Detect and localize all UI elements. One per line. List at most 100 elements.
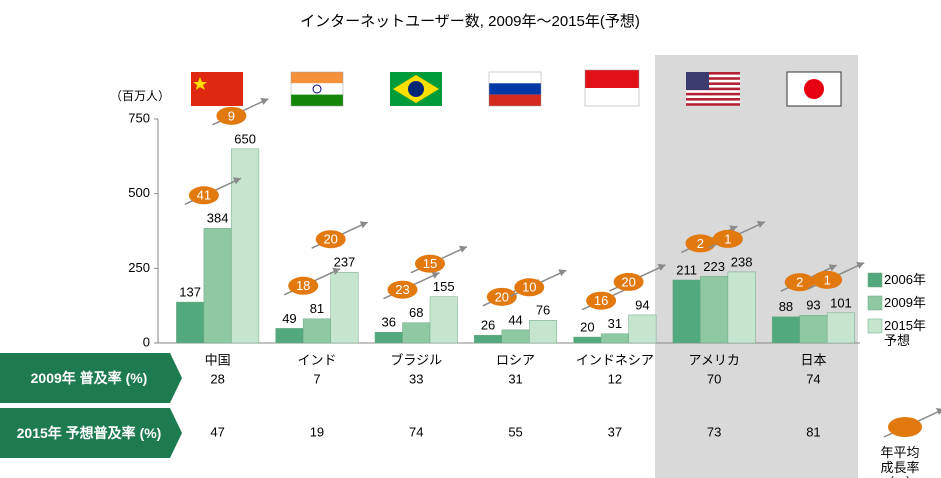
data-label: 137 (179, 285, 201, 300)
x-tick-label: 中国 (205, 352, 231, 367)
bar (672, 279, 701, 344)
legend-swatch (867, 295, 883, 311)
table-value: 33 (409, 371, 423, 386)
growth-label: 41 (197, 188, 211, 203)
growth-label: 23 (395, 282, 409, 297)
growth-badge (586, 291, 617, 310)
bar (474, 334, 503, 344)
table-value: 73 (707, 424, 721, 439)
table-value: 81 (806, 424, 820, 439)
table-value: 31 (508, 371, 522, 386)
data-label: 36 (382, 315, 396, 330)
badge-arrowhead (332, 267, 341, 275)
growth-badge (812, 270, 843, 289)
table-value: 55 (508, 424, 522, 439)
data-label: 238 (731, 254, 753, 269)
badge-arrowhead (359, 221, 368, 229)
badge-arrowhead (232, 177, 241, 185)
bar (771, 316, 800, 344)
flag-brazil (390, 72, 442, 106)
table-value: 70 (707, 371, 721, 386)
row-label: 2009年 普及率 (%) (30, 369, 148, 386)
x-tick-label: アメリカ (688, 352, 739, 367)
data-label: 20 (580, 319, 594, 334)
badge-arrowhead (431, 271, 440, 279)
bar (429, 296, 458, 344)
growth-label: 20 (621, 274, 635, 289)
row-label-box (0, 408, 182, 458)
row-label: 2015年 予想普及率 (%) (16, 424, 162, 441)
flag-china (191, 72, 243, 106)
legend-label: 2015年予想 (884, 318, 926, 348)
chart-title: インターネットユーザー数, 2009年～2015年(予想) (300, 13, 640, 30)
growth-label: 1 (824, 272, 831, 287)
x-tick-label: ブラジル (390, 352, 442, 367)
x-tick-label: ロシア (496, 352, 535, 367)
bar (727, 271, 756, 344)
badge-arrowhead (856, 261, 865, 269)
badge-arrowhead (828, 264, 837, 272)
growth-badge (486, 287, 517, 306)
data-label: 68 (409, 305, 423, 320)
bar (799, 314, 828, 344)
growth-badge (514, 278, 545, 297)
table-value: 74 (806, 371, 820, 386)
growth-label: 20 (323, 232, 337, 247)
growth-badge (387, 280, 418, 299)
growth-badge (888, 417, 922, 437)
growth-label: 10 (522, 280, 536, 295)
y-tick-label: 500 (128, 185, 150, 200)
growth-badge (685, 234, 716, 253)
growth-label: 18 (296, 278, 310, 293)
table-value: 19 (310, 424, 324, 439)
badge-arrowhead (558, 269, 567, 277)
bar (573, 336, 602, 344)
data-label: 88 (779, 299, 793, 314)
bar (600, 333, 629, 344)
data-label: 384 (207, 211, 229, 226)
unit-label: （百万人） (110, 89, 170, 103)
x-tick-label: 日本 (800, 352, 826, 367)
x-tick-label: インドネシア (576, 352, 654, 367)
data-label: 81 (310, 301, 324, 316)
data-label: 31 (608, 316, 622, 331)
data-label: 49 (282, 311, 296, 326)
badge-arrowhead (459, 245, 467, 253)
table-value: 12 (608, 371, 622, 386)
data-label: 101 (830, 295, 852, 310)
data-label: 26 (481, 318, 495, 333)
x-tick-label: インド (297, 352, 336, 367)
growth-label: 9 (228, 108, 235, 123)
badge-legend-label: 年平均成長率（%） (880, 445, 920, 478)
growth-label: 20 (495, 289, 509, 304)
row-label-box (0, 353, 182, 403)
y-tick-label: 0 (143, 334, 150, 349)
bar (374, 331, 403, 344)
growth-badge (315, 230, 346, 249)
data-label: 223 (703, 259, 725, 274)
bar (402, 322, 431, 344)
flag-india (290, 71, 344, 107)
table-value: 47 (210, 424, 224, 439)
growth-badge (712, 229, 743, 248)
legend-label: 2009年 (884, 295, 926, 310)
growth-badge (288, 276, 319, 295)
growth-label: 16 (594, 293, 608, 308)
growth-badge (415, 254, 445, 273)
flag-japan (786, 71, 842, 107)
legend-swatch (867, 318, 883, 334)
bar (302, 318, 331, 344)
y-tick-label: 250 (128, 260, 150, 275)
badge-arrowhead (936, 408, 941, 415)
flag-usa (686, 72, 740, 106)
data-label: 93 (806, 298, 820, 313)
bar (176, 301, 205, 344)
legend-label: 2006年 (884, 272, 926, 287)
growth-badge (784, 273, 815, 292)
bar (826, 312, 855, 344)
bar (275, 328, 304, 344)
badge-arrowhead (729, 225, 738, 233)
highlight-region (655, 55, 858, 478)
